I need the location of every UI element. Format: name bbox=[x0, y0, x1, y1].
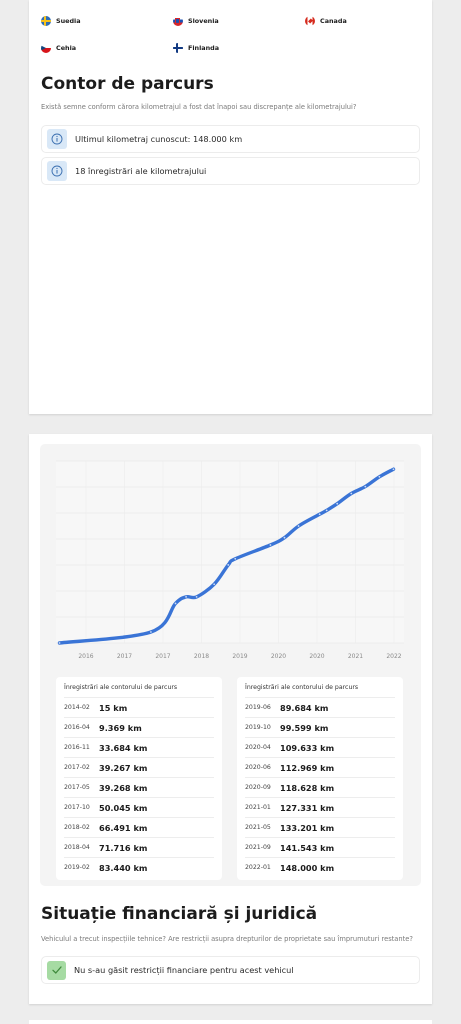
info-icon bbox=[47, 161, 67, 181]
table-row: 2017-0539.268 km bbox=[64, 777, 214, 797]
country-label: Canada bbox=[320, 17, 347, 25]
table-row: 2017-0239.267 km bbox=[64, 757, 214, 777]
mileage-point bbox=[298, 525, 300, 527]
mileage-chart-card: 2016 2017 2017 2018 2019 2020 2020 2021 2022 Înr… bbox=[29, 434, 432, 1004]
records-table-title: Înregistrări ale contorului de parcurs bbox=[64, 683, 214, 697]
mileage-point bbox=[196, 596, 198, 598]
no-financial-restrictions: Nu s-au găsit restricții financiare pent… bbox=[41, 956, 420, 984]
records-table-left: Înregistrări ale contorului de parcurs 2… bbox=[56, 677, 222, 880]
table-row: 2020-04109.633 km bbox=[245, 737, 395, 757]
mileage-point bbox=[284, 537, 286, 539]
mileage-point bbox=[213, 583, 215, 585]
mileage-point bbox=[59, 642, 61, 644]
financial-subtitle: Vehiculul a trecut inspecțiile tehnice? … bbox=[41, 935, 413, 943]
x-tick-label: 2020 bbox=[271, 653, 286, 660]
mileage-records-count: 18 înregistrări ale kilometrajului bbox=[41, 157, 420, 185]
last-known-mileage: Ultimul kilometraj cunoscut: 148.000 km bbox=[41, 125, 420, 153]
table-row: 2020-09118.628 km bbox=[245, 777, 395, 797]
table-row: 2016-049.369 km bbox=[64, 717, 214, 737]
country-label: Cehia bbox=[56, 44, 76, 52]
czechia-flag-icon bbox=[41, 43, 51, 53]
mileage-point bbox=[319, 513, 321, 515]
mileage-point bbox=[364, 486, 366, 488]
table-row: 2018-0471.716 km bbox=[64, 837, 214, 857]
country-sweden: Suedia bbox=[41, 14, 81, 28]
country-label: Suedia bbox=[56, 17, 81, 25]
mileage-point bbox=[336, 503, 338, 505]
country-slovenia: Slovenia bbox=[173, 14, 219, 28]
country-czechia: Cehia bbox=[41, 41, 76, 55]
plot-area bbox=[56, 461, 404, 643]
mileage-point bbox=[378, 476, 380, 478]
last-known-mileage-text: Ultimul kilometraj cunoscut: 148.000 km bbox=[75, 134, 242, 144]
mileage-point bbox=[393, 468, 395, 470]
table-row: 2019-0689.684 km bbox=[245, 697, 395, 717]
mileage-line-chart: 2016 2017 2017 2018 2019 2020 2020 2021 2022 bbox=[40, 444, 421, 666]
x-tick-label: 2017 bbox=[155, 653, 170, 660]
checkmark-icon bbox=[47, 961, 66, 980]
x-tick-label: 2022 bbox=[386, 653, 401, 660]
table-row: 2021-09141.543 km bbox=[245, 837, 395, 857]
canada-flag-icon bbox=[305, 16, 315, 26]
info-icon bbox=[47, 129, 67, 149]
odometer-title: Contor de parcurs bbox=[41, 74, 214, 94]
table-row: 2017-1050.045 km bbox=[64, 797, 214, 817]
country-finland: Finlanda bbox=[173, 41, 219, 55]
slovenia-flag-icon bbox=[173, 16, 183, 26]
country-canada: Canada bbox=[305, 14, 347, 28]
odometer-subtitle: Există semne conform cărora kilometrajul… bbox=[41, 103, 356, 111]
table-row: 2014-0215 km bbox=[64, 697, 214, 717]
mileage-point bbox=[175, 603, 177, 605]
records-table-right: Înregistrări ale contorului de parcurs 2… bbox=[237, 677, 403, 880]
table-row: 2018-0266.491 km bbox=[64, 817, 214, 837]
chart-panel: 2016 2017 2017 2018 2019 2020 2020 2021 2022 Înr… bbox=[40, 444, 421, 886]
mileage-point bbox=[150, 631, 152, 633]
country-label: Finlanda bbox=[188, 44, 219, 52]
x-tick-label: 2020 bbox=[309, 653, 324, 660]
table-row: 2019-1099.599 km bbox=[245, 717, 395, 737]
x-tick-label: 2021 bbox=[348, 653, 363, 660]
table-row: 2021-05133.201 km bbox=[245, 817, 395, 837]
x-tick-label: 2016 bbox=[78, 653, 93, 660]
x-tick-label: 2018 bbox=[194, 653, 209, 660]
country-label: Slovenia bbox=[188, 17, 219, 25]
table-row: 2016-1133.684 km bbox=[64, 737, 214, 757]
financial-title: Situație financiară și juridică bbox=[41, 904, 317, 924]
x-tick-label: 2017 bbox=[117, 653, 132, 660]
mileage-point bbox=[234, 558, 236, 560]
x-tick-label: 2019 bbox=[232, 653, 247, 660]
next-section-card bbox=[29, 1020, 432, 1024]
no-financial-restrictions-text: Nu s-au găsit restricții financiare pent… bbox=[74, 965, 294, 975]
mileage-point bbox=[227, 564, 229, 566]
mileage-records-count-text: 18 înregistrări ale kilometrajului bbox=[75, 166, 206, 176]
table-row: 2019-0283.440 km bbox=[64, 857, 214, 877]
table-row: 2022-01148.000 km bbox=[245, 857, 395, 877]
mileage-point bbox=[185, 596, 187, 598]
mileage-point bbox=[270, 544, 272, 546]
odometer-card: Suedia Slovenia Canada Cehia Finlanda Co… bbox=[29, 0, 432, 414]
finland-flag-icon bbox=[173, 43, 183, 53]
mileage-point bbox=[350, 493, 352, 495]
sweden-flag-icon bbox=[41, 16, 51, 26]
table-row: 2021-01127.331 km bbox=[245, 797, 395, 817]
mileage-point bbox=[326, 509, 328, 511]
table-row: 2020-06112.969 km bbox=[245, 757, 395, 777]
records-table-title: Înregistrări ale contorului de parcurs bbox=[245, 683, 395, 697]
